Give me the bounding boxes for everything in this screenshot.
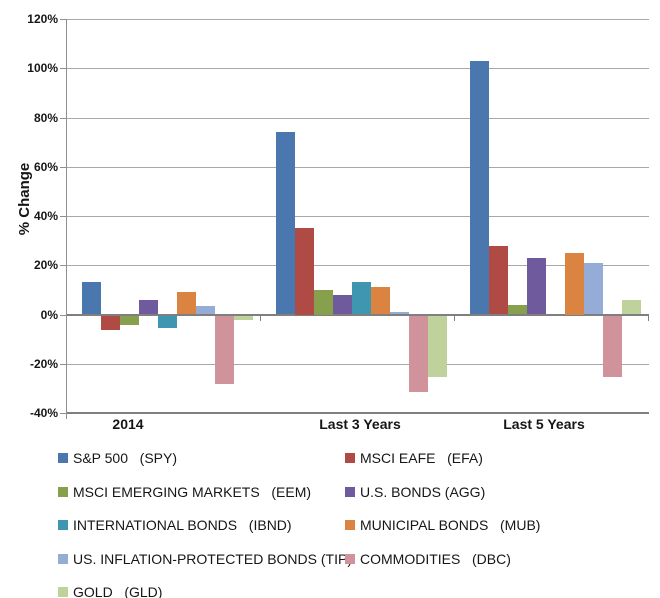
legend-item-gld: GOLD (GLD)	[58, 585, 162, 598]
category-boundary-tick	[648, 315, 649, 321]
bar-dbc-1	[215, 315, 234, 385]
gridline-120%	[67, 19, 649, 20]
gridline-20%	[67, 265, 649, 267]
category-label-2: Last 3 Years	[319, 416, 401, 432]
bar-dbc-3	[603, 315, 622, 378]
y-axis-tick	[60, 166, 66, 168]
spy-swatch	[58, 453, 68, 463]
legend-item-efa: MSCI EAFE (EFA)	[345, 451, 483, 465]
legend-item-dbc: COMMODITIES (DBC)	[345, 552, 511, 566]
bar-spy-2	[276, 132, 295, 315]
bar-efa-2	[295, 228, 314, 315]
plot-area	[60, 19, 649, 419]
y-axis-labels: 120% 100% 80% 60% 40% 20% 0% -20% -40%	[0, 0, 60, 430]
dbc-swatch	[345, 554, 355, 564]
y-axis-tick-label: 20%	[33, 258, 58, 273]
y-axis-tick	[60, 363, 66, 365]
bar-eem-1	[120, 315, 139, 326]
legend-label-ibnd: INTERNATIONAL BONDS (IBND)	[73, 517, 292, 533]
category-label-3: Last 5 Years	[503, 416, 585, 432]
bar-spy-3	[470, 60, 489, 315]
bar-spy-1	[82, 282, 101, 315]
bar-gld-1	[234, 315, 253, 321]
y-axis-tick-label: 80%	[33, 110, 58, 125]
efa-swatch	[345, 453, 355, 463]
y-axis-tick	[60, 314, 66, 316]
legend-label-spy: S&P 500 (SPY)	[73, 450, 178, 466]
y-axis-tick-label: 120%	[27, 12, 58, 26]
bar-gld-3	[622, 299, 641, 315]
mub-swatch	[345, 520, 355, 530]
gridline-80%	[67, 117, 649, 119]
legend-label-efa: MSCI EAFE (EFA)	[360, 450, 483, 466]
ibnd-swatch	[58, 520, 68, 530]
bar-mub-3	[565, 252, 584, 315]
legend-item-spy: S&P 500 (SPY)	[58, 451, 177, 465]
legend-item-ibnd: INTERNATIONAL BONDS (IBND)	[58, 518, 292, 532]
gridline--40%	[67, 412, 649, 414]
bar-agg-2	[333, 294, 352, 315]
y-axis-tick-label: 60%	[33, 159, 58, 174]
bar-tip-2	[390, 312, 409, 315]
gridline--20%	[67, 363, 649, 365]
bar-efa-3	[489, 245, 508, 315]
category-label-1: 2014	[112, 416, 144, 432]
y-axis-tick-label: 100%	[27, 61, 58, 76]
y-axis-tick	[60, 265, 66, 267]
gridline-100%	[67, 68, 649, 70]
eem-swatch	[58, 487, 68, 497]
legend-item-tip: US. INFLATION-PROTECTED BONDS (TIP)	[58, 552, 352, 566]
legend-label-dbc: COMMODITIES (DBC)	[360, 551, 511, 567]
bar-eem-2	[314, 289, 333, 315]
y-axis-tick-label: -20%	[29, 356, 58, 371]
gridline-0%	[67, 313, 649, 316]
y-axis-tick-label: 0%	[40, 307, 58, 322]
legend-label-tip: US. INFLATION-PROTECTED BONDS (TIP)	[73, 551, 352, 567]
legend-label-agg: U.S. BONDS (AGG)	[360, 484, 486, 500]
category-boundary-tick	[454, 315, 455, 321]
legend-item-eem: MSCI EMERGING MARKETS (EEM)	[58, 485, 311, 499]
y-axis-tick	[60, 216, 66, 217]
bar-agg-3	[527, 257, 546, 315]
y-axis-tick-label: -40%	[29, 406, 58, 420]
bar-agg-1	[139, 299, 158, 315]
y-axis-tick-label: 40%	[33, 209, 58, 223]
legend-label-mub: MUNICIPAL BONDS (MUB)	[360, 517, 541, 533]
bar-ibnd-2	[352, 282, 371, 315]
legend-label-eem: MSCI EMERGING MARKETS (EEM)	[73, 484, 312, 500]
tip-swatch	[58, 554, 68, 564]
legend-item-mub: MUNICIPAL BONDS (MUB)	[345, 518, 540, 532]
gridline-40%	[67, 216, 649, 217]
legend-item-agg: U.S. BONDS (AGG)	[345, 485, 485, 499]
bar-mub-1	[177, 292, 196, 315]
bar-ibnd-1	[158, 315, 177, 328]
x-axis-labels: 2014 Last 3 Years Last 5 Years	[66, 416, 648, 436]
bar-eem-3	[508, 304, 527, 315]
y-axis-tick	[60, 19, 66, 20]
agg-swatch	[345, 487, 355, 497]
gld-swatch	[58, 587, 68, 597]
axis-foot-tick	[66, 413, 67, 419]
y-axis-tick	[60, 117, 66, 119]
gridline-60%	[67, 166, 649, 168]
bar-mub-2	[371, 287, 390, 315]
legend-label-gld: GOLD (GLD)	[73, 584, 163, 598]
bar-tip-1	[196, 305, 215, 315]
y-axis-tick	[60, 413, 66, 414]
category-boundary-tick	[260, 315, 261, 321]
bar-gld-2	[428, 315, 447, 378]
bar-efa-1	[101, 315, 120, 331]
y-axis-tick	[60, 68, 66, 70]
bar-dbc-2	[409, 315, 428, 392]
bar-tip-3	[584, 262, 603, 315]
